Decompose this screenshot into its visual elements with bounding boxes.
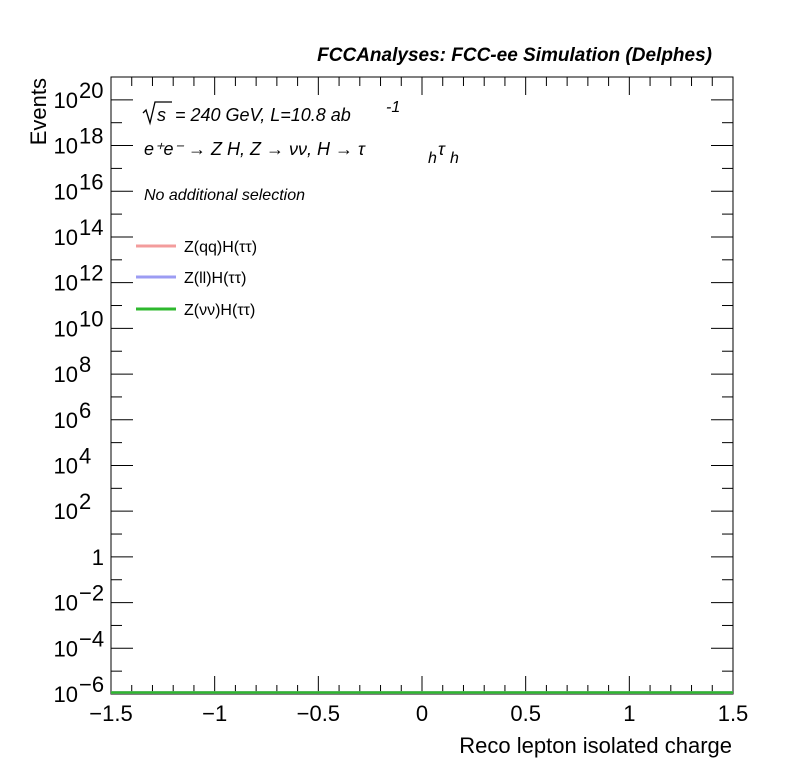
y-tick-label: 10 12 xyxy=(54,261,104,296)
y-tick-label: 10 14 xyxy=(54,215,104,250)
y-tick-label: 10 −6 xyxy=(54,672,105,707)
y-tick-label: 10 6 xyxy=(54,398,92,433)
y-tick-exponent: −4 xyxy=(79,626,104,651)
process-text: e⁺e⁻ → Z H, Z → νν, H → τ xyxy=(144,139,366,159)
y-tick-exponent: 18 xyxy=(79,124,103,149)
y-tick-exponent: 6 xyxy=(79,398,91,423)
x-tick-label: −0.5 xyxy=(297,701,340,726)
x-tick-label: −1 xyxy=(202,701,227,726)
y-tick-base: 10 xyxy=(54,636,78,661)
y-tick-base: 10 xyxy=(54,134,78,159)
y-tick-exponent: 8 xyxy=(79,352,91,377)
axis-ticks xyxy=(110,76,734,695)
y-tick-base: 10 xyxy=(54,408,78,433)
y-tick-label: 10 16 xyxy=(54,169,104,204)
legend-label: Z(ll)H(ττ) xyxy=(184,270,246,287)
y-tick-exponent: 10 xyxy=(79,306,103,331)
y-tick-exponent: 12 xyxy=(79,261,103,286)
y-tick-base: 10 xyxy=(54,225,78,250)
energy-annotation: s = 240 GeV, L=10.8 ab -1 xyxy=(142,99,400,126)
x-tick-label: 1.5 xyxy=(718,701,749,726)
legend-entry: Z(νν)H(ττ) xyxy=(136,302,255,319)
y-tick-base: 1 xyxy=(92,545,104,570)
legend-entry: Z(ll)H(ττ) xyxy=(136,270,246,287)
process-sub-1: h xyxy=(428,150,437,167)
y-tick-label: 10 −2 xyxy=(54,581,105,616)
y-tick-label: 10 4 xyxy=(54,443,92,478)
selection-annotation: No additional selection xyxy=(144,187,305,204)
legend: Z(qq)H(ττ) Z(ll)H(ττ) Z(νν)H(ττ) xyxy=(136,239,257,319)
y-tick-label: 10 20 xyxy=(54,78,104,113)
y-tick-label: 10 10 xyxy=(54,306,104,341)
y-tick-label: 10 8 xyxy=(54,352,92,387)
y-tick-base: 10 xyxy=(54,362,78,387)
x-axis-title: Reco lepton isolated charge xyxy=(459,733,732,758)
process-sub-2: h xyxy=(450,150,459,167)
lumi-exponent: -1 xyxy=(386,99,400,116)
y-tick-base: 10 xyxy=(54,499,78,524)
energy-lumi-text: = 240 GeV, L=10.8 ab xyxy=(175,105,351,125)
x-tick-label: 0.5 xyxy=(510,701,541,726)
y-tick-base: 10 xyxy=(54,179,78,204)
y-tick-base: 10 xyxy=(54,316,78,341)
y-tick-base: 10 xyxy=(54,682,78,707)
y-tick-label: 10 18 xyxy=(54,124,104,159)
y-tick-exponent: −2 xyxy=(79,581,104,606)
sqrt-s-text: s xyxy=(157,105,166,125)
legend-label: Z(qq)H(ττ) xyxy=(184,239,257,256)
y-tick-label: 10 2 xyxy=(54,489,92,524)
y-tick-base: 10 xyxy=(54,88,78,113)
plot-frame xyxy=(110,76,734,695)
y-tick-exponent: 14 xyxy=(79,215,103,240)
y-tick-label: 1 xyxy=(92,545,104,570)
y-tick-exponent: 16 xyxy=(79,169,103,194)
legend-label: Z(νν)H(ττ) xyxy=(184,302,255,319)
y-tick-base: 10 xyxy=(54,591,78,616)
y-tick-label: 10 −4 xyxy=(54,626,105,661)
y-tick-base: 10 xyxy=(54,271,78,296)
x-tick-label: 1 xyxy=(623,701,635,726)
y-tick-exponent: 2 xyxy=(79,489,91,514)
y-tick-exponent: 20 xyxy=(79,78,103,103)
y-tick-exponent: −6 xyxy=(79,672,104,697)
chart-title: FCCAnalyses: FCC-ee Simulation (Delphes) xyxy=(317,45,712,66)
y-tick-exponent: 4 xyxy=(79,443,91,468)
x-tick-label: 0 xyxy=(416,701,428,726)
x-tick-labels: −1.5 −1 −0.5 0 0.5 1 1.5 xyxy=(89,701,748,726)
sqrt-symbol xyxy=(142,101,172,126)
process-annotation: e⁺e⁻ → Z H, Z → νν, H → τ h τ h xyxy=(144,139,459,167)
process-tau2: τ xyxy=(438,139,446,159)
x-tick-label: −1.5 xyxy=(89,701,132,726)
y-axis-title: Events xyxy=(26,78,51,145)
y-tick-base: 10 xyxy=(54,453,78,478)
legend-entry: Z(qq)H(ττ) xyxy=(136,239,257,256)
